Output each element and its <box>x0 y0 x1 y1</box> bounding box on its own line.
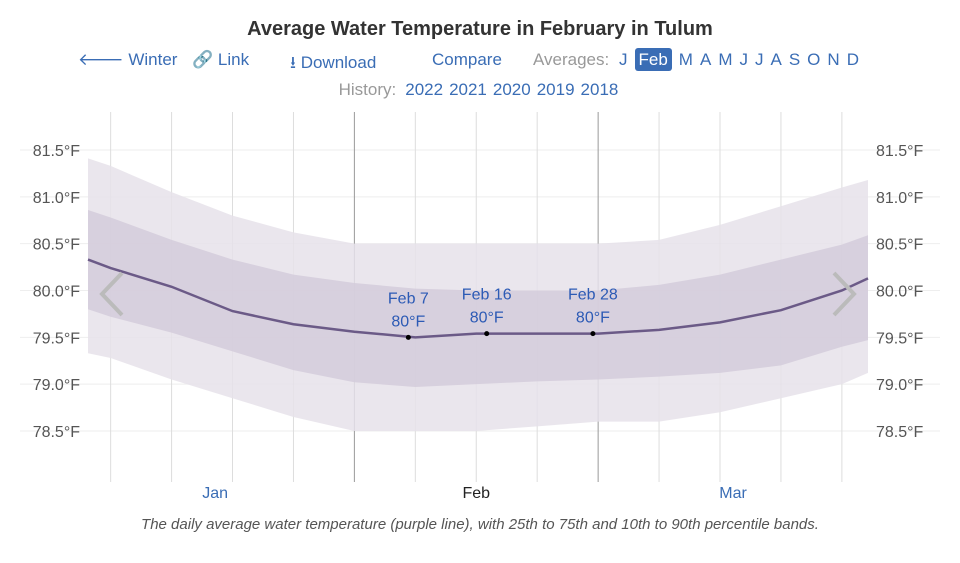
month-selector: J Feb M A M J J A S O N D <box>619 48 866 71</box>
y-tick-left: 81.0°F <box>33 190 81 207</box>
x-month-label: Jan <box>202 485 228 502</box>
y-tick-left: 79.0°F <box>33 377 81 394</box>
history-year-2018[interactable]: 2018 <box>580 80 619 99</box>
y-tick-left: 79.5°F <box>33 330 81 347</box>
average-line <box>87 258 869 339</box>
page-title: Average Water Temperature in February in… <box>247 18 713 40</box>
month-2[interactable]: M <box>678 50 693 69</box>
month-6[interactable]: J <box>754 50 764 69</box>
month-1[interactable]: Feb <box>634 48 672 71</box>
history-year-2020[interactable]: 2020 <box>492 80 531 99</box>
month-8[interactable]: S <box>788 50 801 69</box>
y-tick-right: 79.5°F <box>876 330 924 347</box>
annotation-value: 80°F <box>391 313 425 330</box>
download-label: Download <box>300 53 377 72</box>
annotation-point <box>405 334 411 340</box>
link-label: Link <box>217 50 250 69</box>
annotation-date: Feb 28 <box>568 287 618 304</box>
annotation-date: Feb 7 <box>388 290 429 307</box>
x-month-label: Feb <box>462 485 490 502</box>
back-winter-link[interactable]: 🡐 Winter <box>78 50 177 70</box>
month-0[interactable]: J <box>619 50 628 69</box>
arrow-left-icon: 🡐 <box>78 50 124 69</box>
download-icon: ⭳ <box>290 53 296 72</box>
y-tick-left: 81.5°F <box>33 143 81 160</box>
y-tick-right: 78.5°F <box>876 424 924 441</box>
y-tick-left: 78.5°F <box>33 424 81 441</box>
history-year-2021[interactable]: 2021 <box>449 80 487 99</box>
history-year-2022[interactable]: 2022 <box>405 80 444 99</box>
download-button[interactable]: ⭳ Download <box>290 50 376 79</box>
history-bar: History: 2022 2021 2020 2019 2018 <box>0 80 960 100</box>
month-11[interactable]: D <box>846 50 859 69</box>
y-tick-right: 81.5°F <box>876 143 924 160</box>
y-tick-right: 80.0°F <box>876 284 924 301</box>
month-5[interactable]: J <box>739 50 748 69</box>
x-month-label: Mar <box>719 485 747 502</box>
month-3[interactable]: A <box>699 50 712 69</box>
history-label: History: <box>338 80 397 99</box>
annotation-point <box>590 331 596 337</box>
y-tick-left: 80.0°F <box>33 284 81 301</box>
link-icon: 🔗 <box>192 50 214 69</box>
chevron-right-icon[interactable] <box>832 271 857 317</box>
history-year-2019[interactable]: 2019 <box>536 80 575 99</box>
y-tick-left: 80.5°F <box>33 237 81 254</box>
compare-link[interactable]: Compare <box>432 50 502 69</box>
annotation-date: Feb 16 <box>462 287 512 304</box>
band-25-75 <box>88 209 868 387</box>
averages-label: Averages: <box>533 50 610 69</box>
annotation-point <box>484 331 490 337</box>
link-button[interactable]: 🔗 Link <box>192 50 249 70</box>
annotation-value: 80°F <box>470 310 504 327</box>
month-7[interactable]: A <box>770 50 782 69</box>
month-4[interactable]: M <box>718 50 733 69</box>
back-label: Winter <box>128 50 178 69</box>
chevron-left-icon[interactable] <box>99 271 124 317</box>
y-tick-right: 80.5°F <box>876 237 924 254</box>
y-tick-right: 79.0°F <box>876 377 924 394</box>
chart-caption: The daily average water temperature (pur… <box>141 516 819 533</box>
annotation-value: 80°F <box>576 310 610 327</box>
month-10[interactable]: N <box>827 50 840 69</box>
y-tick-right: 81.0°F <box>876 190 924 207</box>
month-9[interactable]: O <box>807 50 821 69</box>
